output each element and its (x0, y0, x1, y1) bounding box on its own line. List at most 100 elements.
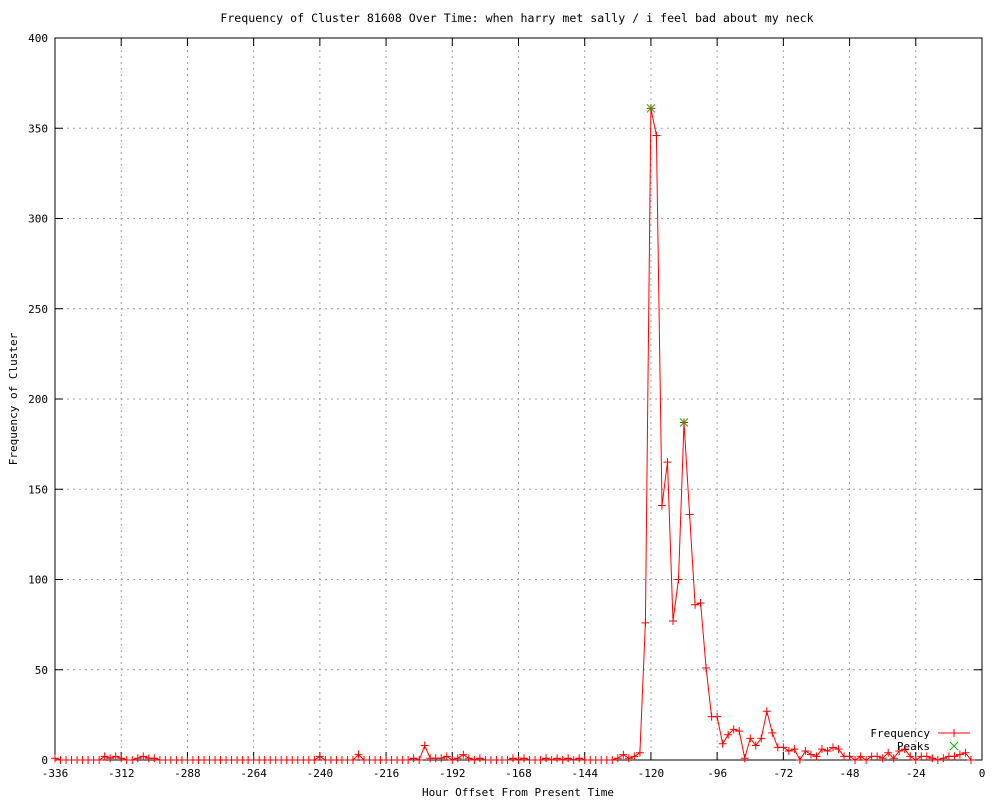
legend-label-frequency: Frequency (870, 727, 930, 740)
frequency-point (652, 131, 661, 140)
frequency-point (420, 741, 429, 750)
x-tick-label: -144 (571, 767, 598, 780)
frequency-point (806, 750, 815, 759)
x-tick-label: -192 (439, 767, 466, 780)
frequency-point (613, 754, 622, 763)
frequency-point (475, 754, 484, 763)
frequency-point (608, 756, 617, 764)
x-tick-label: -72 (773, 767, 793, 780)
frequency-point (768, 728, 777, 737)
frequency-point (829, 743, 838, 752)
frequency-point (630, 752, 639, 761)
frequency-point (547, 756, 556, 764)
frequency-point (404, 756, 413, 764)
frequency-point (746, 734, 755, 743)
frequency-point (536, 756, 545, 764)
x-tick-label: -96 (707, 767, 727, 780)
frequency-point (558, 756, 567, 764)
frequency-point (542, 754, 551, 763)
x-tick-label: 0 (979, 767, 986, 780)
frequency-point (150, 754, 159, 763)
grid (55, 38, 982, 760)
frequency-point (966, 756, 975, 764)
frequency-point (795, 756, 804, 764)
frequency-point (635, 748, 644, 757)
frequency-point (696, 598, 705, 607)
frequency-point (111, 752, 120, 761)
legend: Frequency Peaks (870, 727, 970, 753)
frequency-point (575, 754, 584, 763)
y-axis-label: Frequency of Cluster (7, 332, 20, 465)
frequency-point (845, 752, 854, 761)
frequency-point (569, 756, 578, 764)
frequency-point (691, 600, 700, 609)
frequency-point (564, 754, 573, 763)
legend-marker-frequency (950, 729, 958, 737)
series-layer (51, 104, 975, 764)
frequency-point (415, 756, 424, 764)
frequency-point (922, 752, 931, 761)
peak-point (646, 104, 656, 113)
frequency-point (889, 754, 898, 763)
y-tick-label: 50 (35, 664, 48, 677)
frequency-point (790, 745, 799, 754)
frequency-point (669, 617, 677, 626)
frequency-point (817, 745, 826, 754)
frequency-point (674, 575, 683, 584)
frequency-point (442, 752, 451, 761)
frequency-point (955, 750, 964, 759)
frequency-point (906, 752, 915, 761)
y-tick-label: 300 (28, 213, 48, 226)
x-tick-label: -288 (174, 767, 201, 780)
frequency-point (315, 752, 324, 761)
frequency-point (740, 754, 749, 763)
frequency-point (812, 752, 821, 761)
legend-marker-peaks (949, 741, 959, 751)
frequency-point (464, 754, 473, 763)
frequency-point (520, 754, 529, 763)
frequency-line (54, 108, 972, 762)
y-tick-label: 250 (28, 303, 48, 316)
frequency-point (950, 752, 959, 761)
frequency-point (624, 754, 633, 763)
frequency-point (663, 458, 672, 467)
frequency-point (784, 746, 793, 755)
frequency-point (961, 748, 970, 757)
frequency-point (95, 756, 104, 764)
frequency-point (779, 743, 788, 752)
frequency-point (641, 618, 650, 627)
frequency-point (713, 712, 722, 721)
frequency-point (437, 754, 446, 763)
frequency-point (508, 754, 517, 763)
frequency-point (133, 754, 142, 763)
frequency-point (619, 750, 628, 759)
frequency-point (884, 748, 893, 757)
legend-label-peaks: Peaks (897, 740, 930, 753)
frequency-point (757, 734, 766, 743)
frequency-point (862, 756, 871, 764)
frequency-point (939, 754, 948, 763)
frequency-point (139, 752, 148, 761)
chart-title: Frequency of Cluster 81608 Over Time: wh… (220, 11, 813, 25)
frequency-point (51, 754, 59, 763)
frequency-point (851, 756, 860, 764)
frequency-point (514, 756, 523, 764)
frequency-point (553, 754, 562, 763)
x-tick-label: -24 (906, 767, 926, 780)
x-tick-label: -264 (240, 767, 267, 780)
frequency-point (762, 707, 771, 716)
y-tick-label: 350 (28, 122, 48, 135)
frequency-point (503, 756, 512, 764)
frequency-point (117, 754, 126, 763)
frequency-point (128, 756, 137, 764)
frequency-point (409, 754, 418, 763)
frequency-point (895, 746, 904, 755)
x-tick-label: -120 (638, 767, 665, 780)
frequency-point (933, 756, 942, 764)
frequency-point (310, 756, 319, 764)
frequency-point (878, 754, 887, 763)
frequency-point (354, 750, 363, 759)
frequency-point (453, 754, 462, 763)
frequency-point (900, 745, 909, 754)
